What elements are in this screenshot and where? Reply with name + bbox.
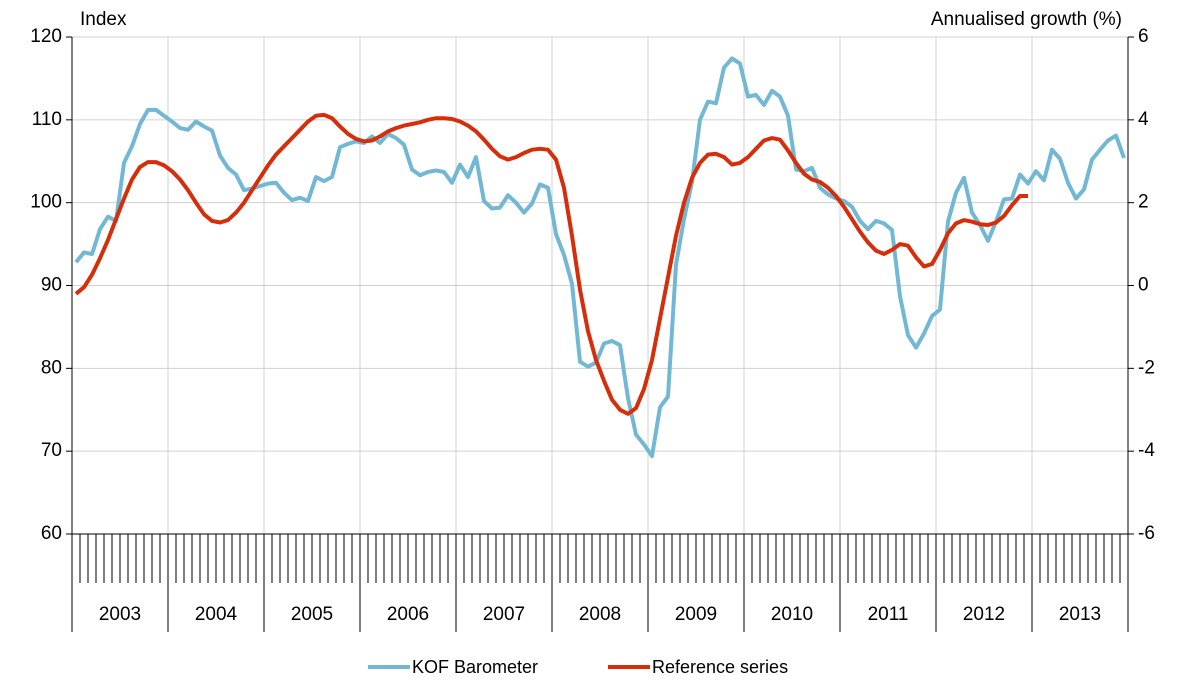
legend-label: Reference series <box>652 657 788 677</box>
y-tick-label: 120 <box>30 26 62 47</box>
y2-tick-label: 0 <box>1138 275 1149 296</box>
x-tick-label: 2007 <box>483 604 525 625</box>
x-tick-label: 2013 <box>1059 604 1101 625</box>
x-tick-label: 2012 <box>963 604 1005 625</box>
x-tick-label: 2009 <box>675 604 717 625</box>
x-tick-label: 2011 <box>868 604 909 625</box>
x-tick-label: 2010 <box>771 604 813 625</box>
y2-tick-label: -4 <box>1138 440 1155 461</box>
y2-axis-label: Annualised growth (%) <box>931 9 1122 30</box>
y2-tick-label: -2 <box>1138 357 1155 378</box>
y-tick-label: 80 <box>41 357 62 378</box>
series-line <box>74 56 1126 459</box>
x-tick-label: 2004 <box>195 604 238 625</box>
x-tick-label: 2003 <box>99 604 141 625</box>
y-tick-label: 110 <box>32 109 62 130</box>
x-tick-label: 2008 <box>579 604 621 625</box>
y-tick-label: 90 <box>41 275 62 296</box>
x-tick-label: 2005 <box>291 604 333 625</box>
y-tick-label: 100 <box>30 192 62 213</box>
y2-tick-label: 6 <box>1138 26 1149 47</box>
y-tick-label: 70 <box>41 440 62 461</box>
y2-tick-label: 2 <box>1138 192 1149 213</box>
series-line <box>74 112 1028 416</box>
y-axis-label: Index <box>80 9 127 30</box>
legend-label: KOF Barometer <box>412 657 538 677</box>
y2-tick-label: -6 <box>1138 523 1155 544</box>
y2-tick-label: 4 <box>1138 109 1149 130</box>
y-tick-label: 60 <box>41 523 62 544</box>
x-tick-label: 2006 <box>387 604 429 625</box>
